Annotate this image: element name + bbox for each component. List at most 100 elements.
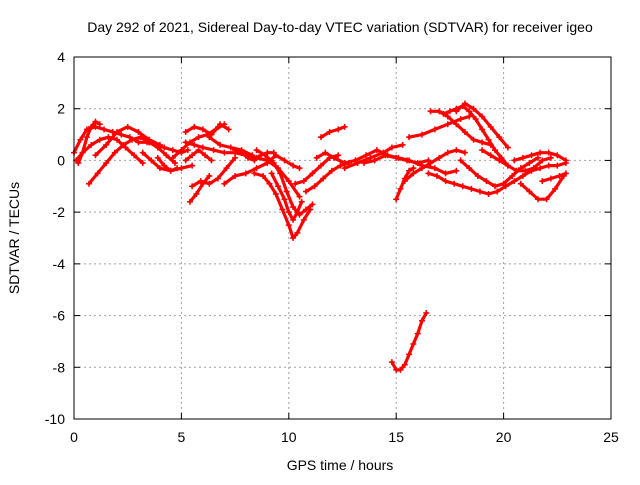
data-point	[539, 178, 546, 185]
data-point	[156, 165, 163, 172]
data-point	[554, 162, 561, 169]
data-point	[186, 198, 193, 205]
series-arc-9	[184, 122, 231, 137]
data-point	[238, 149, 245, 156]
data-point	[131, 152, 138, 159]
data-point	[406, 351, 413, 358]
data-point	[444, 121, 451, 128]
data-point	[182, 128, 189, 135]
data-point	[290, 162, 297, 169]
data-point	[341, 123, 348, 130]
data-point	[275, 183, 282, 190]
data-point	[195, 147, 202, 154]
data-point	[470, 136, 477, 143]
data-point	[406, 167, 413, 174]
data-point	[313, 154, 320, 161]
data-point	[337, 162, 344, 169]
data-point	[232, 147, 239, 154]
data-point	[146, 136, 153, 143]
y-tick-label: 2	[57, 101, 65, 117]
plot-frame	[73, 56, 612, 420]
y-tick-label: -6	[53, 308, 66, 324]
x-tick-label: 0	[70, 429, 78, 445]
data-point	[318, 162, 325, 169]
data-point	[79, 149, 86, 156]
data-point	[440, 110, 447, 117]
y-tick-label: 0	[57, 152, 65, 168]
y-tick-label: -2	[53, 204, 66, 220]
y-tick-label: -10	[45, 411, 65, 427]
data-point	[509, 172, 516, 179]
data-point	[479, 126, 486, 133]
data-point	[545, 162, 552, 169]
data-point	[393, 154, 400, 161]
data-point	[161, 162, 168, 169]
data-point	[511, 178, 518, 185]
data-point	[135, 128, 142, 135]
data-point	[494, 188, 501, 195]
data-point	[96, 136, 103, 143]
data-point	[341, 160, 348, 167]
data-point	[244, 154, 251, 161]
data-point	[382, 152, 389, 159]
data-point	[300, 216, 307, 223]
data-point	[528, 152, 535, 159]
data-point	[281, 196, 288, 203]
data-point	[189, 152, 196, 159]
data-point	[111, 149, 118, 156]
data-point	[322, 149, 329, 156]
data-point	[279, 206, 286, 213]
data-point	[199, 126, 206, 133]
data-point	[214, 175, 221, 182]
data-point	[309, 170, 316, 177]
data-point	[537, 149, 544, 156]
data-point	[547, 175, 554, 182]
data-point	[285, 222, 292, 229]
tick-layer: 0 5 10 15 20 25 -10 -8 -6 -4 -2 0 2 4	[45, 49, 619, 445]
x-tick-label: 20	[496, 429, 512, 445]
data-point	[539, 157, 546, 164]
data-point	[290, 235, 297, 241]
data-point	[410, 341, 417, 348]
data-point	[294, 209, 301, 216]
data-point	[302, 188, 309, 195]
data-point	[309, 201, 316, 208]
data-point	[410, 170, 417, 177]
series-arc-7	[156, 156, 179, 173]
y-tick-label: -4	[53, 256, 66, 272]
data-point	[406, 134, 413, 141]
data-point	[530, 165, 537, 172]
data-point	[266, 180, 273, 187]
data-point	[487, 123, 494, 130]
data-point	[320, 175, 327, 182]
data-point	[92, 152, 99, 159]
data-point	[260, 172, 267, 179]
data-point	[113, 128, 120, 135]
data-point	[253, 147, 260, 154]
data-point	[552, 185, 559, 192]
data-point	[202, 152, 209, 159]
data-point	[401, 178, 408, 185]
data-point	[242, 170, 249, 177]
data-point	[156, 141, 163, 148]
data-point	[105, 134, 112, 141]
data-point	[88, 141, 95, 148]
data-point	[487, 152, 494, 159]
data-point	[403, 157, 410, 164]
data-point	[221, 180, 228, 187]
data-point	[496, 134, 503, 141]
data-point	[341, 165, 348, 172]
data-point	[414, 330, 421, 337]
series-arc-36	[519, 174, 566, 201]
data-point	[492, 183, 499, 190]
x-tick-label: 5	[178, 429, 186, 445]
data-point	[401, 361, 408, 368]
data-point	[534, 196, 541, 203]
data-point	[466, 165, 473, 172]
data-point	[139, 160, 146, 167]
data-point	[388, 144, 395, 151]
data-point	[485, 136, 492, 143]
data-point	[296, 193, 303, 200]
data-point	[474, 172, 481, 179]
